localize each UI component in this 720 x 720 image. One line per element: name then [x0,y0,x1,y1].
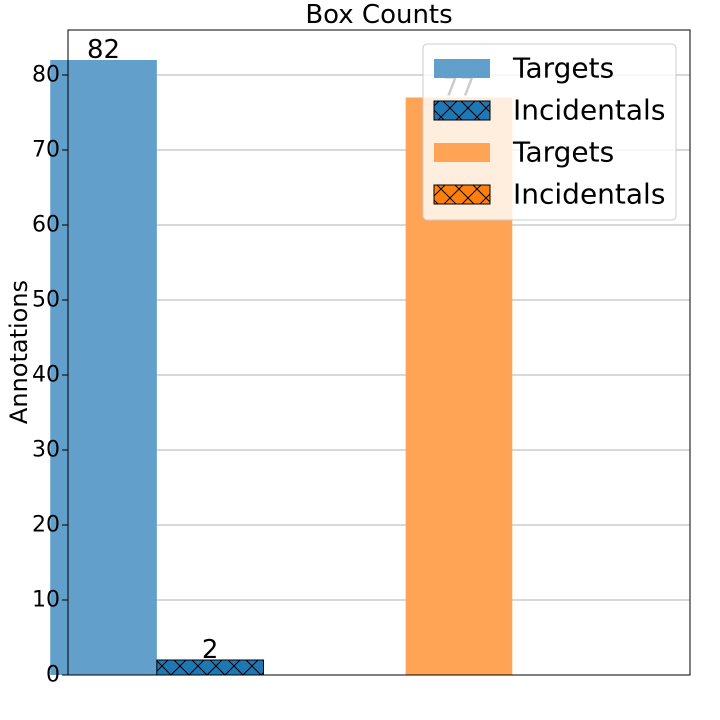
y-tick-label: 20 [32,513,60,538]
y-axis-ticks: 0 10 20 30 40 50 60 70 80 [32,63,68,688]
y-axis-label: Annotations [5,280,33,424]
y-tick-label: 70 [32,138,60,163]
legend: Targets Incidentals Targets Incidentals [422,43,677,221]
legend-label: Targets [512,52,614,85]
plot-frame [67,29,691,676]
y-tick-label: 40 [32,363,60,388]
legend-swatch-hatch [433,184,491,205]
legend-label: Targets [512,136,614,169]
y-tick-label: 80 [32,63,60,88]
legend-swatch-hatch [433,100,491,121]
bar [50,60,157,675]
legend-box [422,43,677,221]
y-tick-label: 0 [46,663,60,688]
y-tick-label: 10 [32,588,60,613]
chart-title: Box Counts [305,0,452,30]
y-tick-label: 50 [32,288,60,313]
legend-label: Incidentals [513,94,665,127]
legend-label: Incidentals [513,178,665,211]
legend-swatch [434,59,490,78]
legend-swatch [434,143,490,162]
y-tick-label: 30 [32,438,60,463]
data-label: 82 [87,35,120,65]
data-label: 2 [202,635,219,665]
y-tick-label: 60 [32,213,60,238]
